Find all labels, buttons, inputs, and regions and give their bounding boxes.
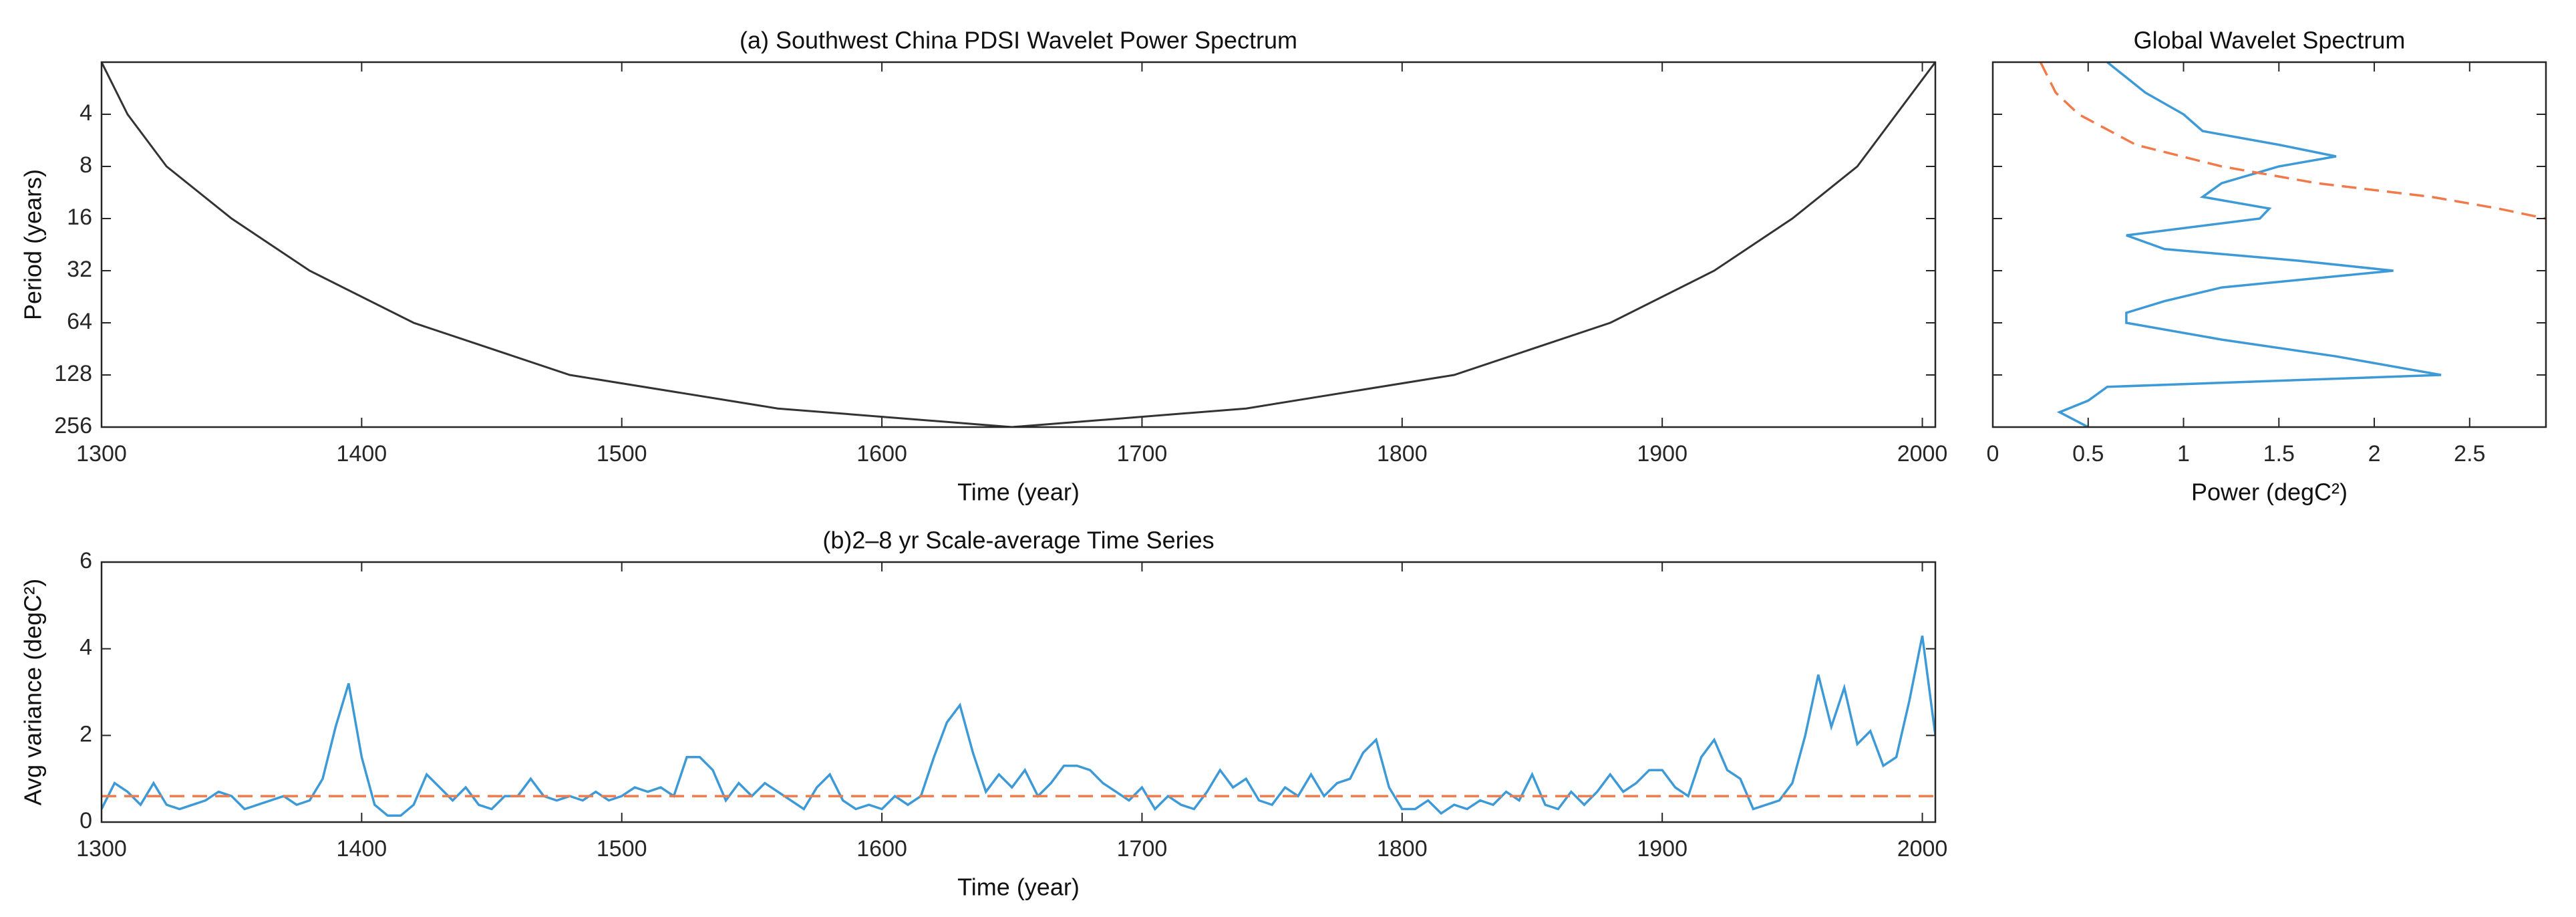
x-tick-label: 1 xyxy=(2177,441,2190,467)
y-tick-label: 256 xyxy=(54,413,92,438)
plot-area xyxy=(1993,62,2546,427)
y-tick-label: 32 xyxy=(67,257,92,282)
x-tick-label: 2 xyxy=(2368,441,2381,467)
y-axis-label: Period (years) xyxy=(19,169,47,320)
x-tick-label: 1300 xyxy=(76,836,127,862)
plot xyxy=(2039,62,2546,427)
panel: 0 0.5 1 1.5 2 2.5 Global Wavelet Spectrum Power… xyxy=(1987,27,2547,506)
y-tick-label: 0 xyxy=(79,808,92,833)
y-tick-label: 4 xyxy=(79,635,92,660)
cone-of-influence xyxy=(102,62,1935,427)
y-tick-label: 128 xyxy=(54,361,92,386)
y-tick-label: 4 xyxy=(79,100,92,126)
panel: 1300 1400 1500 1600 1700 1800 1900 2000 0 2 4 6 (b)2… xyxy=(19,527,1948,901)
x-tick-label: 1600 xyxy=(856,836,907,862)
axes-frame xyxy=(1991,61,2547,428)
plot-area xyxy=(102,562,1935,822)
y-tick-label: 6 xyxy=(79,548,92,573)
panel: 1300 1400 1500 1600 1700 1800 1900 2000 4 8 16 32 64… xyxy=(19,27,1948,506)
x-tick-label: 0.5 xyxy=(2072,441,2104,467)
x-tick-label: 1400 xyxy=(337,441,387,467)
y-tick-label: 8 xyxy=(79,152,92,178)
y-tick-label: 64 xyxy=(67,309,92,334)
x-tick-label: 2.5 xyxy=(2454,441,2485,467)
x-tick-label: 0 xyxy=(1987,441,1999,467)
chart-title: (b)2–8 yr Scale-average Time Series xyxy=(822,527,1214,554)
x-tick-label: 1800 xyxy=(1377,441,1428,467)
x-tick-label: 1.5 xyxy=(2263,441,2295,467)
y-axis-label: Avg variance (degC²) xyxy=(19,579,47,806)
plot xyxy=(102,62,1935,427)
x-tick-label: 2000 xyxy=(1897,836,1948,862)
plot-area xyxy=(102,62,1935,427)
x-tick-label: 1800 xyxy=(1377,836,1428,862)
data-line xyxy=(102,635,1935,817)
x-tick-label: 1600 xyxy=(856,441,907,467)
chart-title: Global Wavelet Spectrum xyxy=(2134,27,2406,54)
y-tick-label: 16 xyxy=(67,205,92,230)
x-tick-label: 1900 xyxy=(1637,836,1687,862)
plot xyxy=(102,635,1935,817)
x-tick-label: 1300 xyxy=(76,441,127,467)
x-axis-label: Time (year) xyxy=(957,479,1080,506)
axes-frame xyxy=(100,61,1937,428)
chart-title: (a) Southwest China PDSI Wavelet Power S… xyxy=(740,27,1297,54)
x-tick-label: 1500 xyxy=(597,836,647,862)
y-tick-label: 2 xyxy=(79,721,92,747)
x-tick-label: 2000 xyxy=(1897,441,1948,467)
x-tick-label: 1700 xyxy=(1117,836,1168,862)
data-line xyxy=(2056,62,2442,427)
x-tick-label: 1700 xyxy=(1117,441,1168,467)
x-axis-label: Time (year) xyxy=(957,874,1080,901)
x-tick-label: 1400 xyxy=(337,836,387,862)
x-tick-label: 1500 xyxy=(597,441,647,467)
x-axis-label: Power (degC²) xyxy=(2191,479,2348,506)
threshold-line xyxy=(2039,62,2546,220)
axes-frame xyxy=(100,561,1937,823)
x-tick-label: 1900 xyxy=(1637,441,1687,467)
